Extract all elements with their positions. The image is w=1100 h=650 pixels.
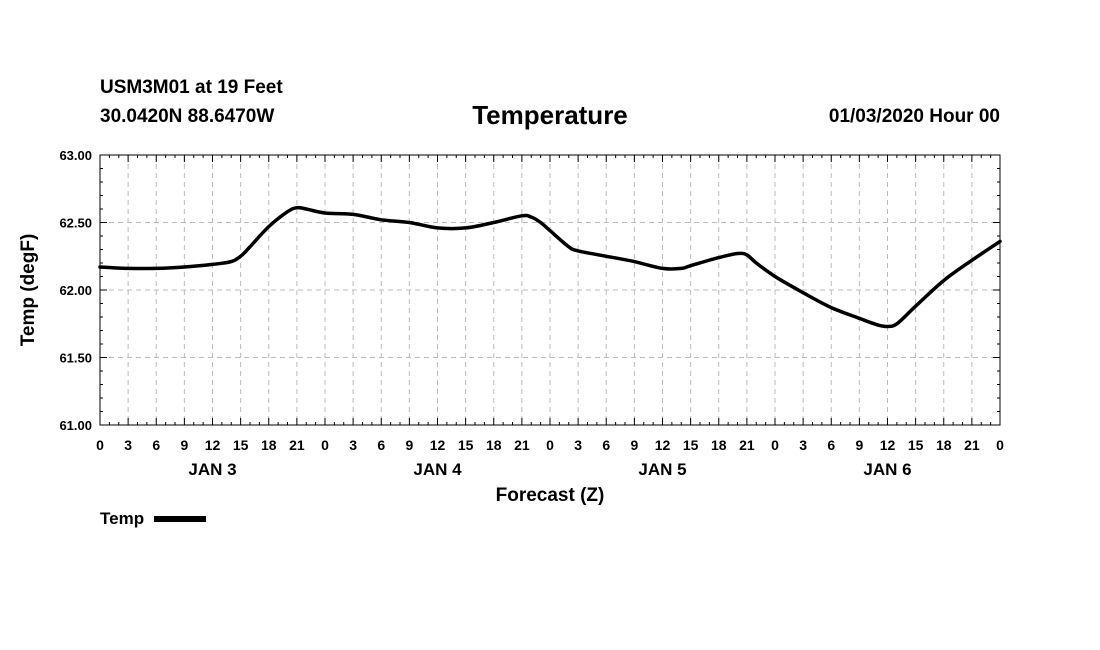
x-tick-label: 3 — [574, 437, 582, 453]
day-label: JAN 3 — [188, 460, 236, 479]
x-tick-label: 15 — [683, 437, 699, 453]
x-tick-label: 18 — [936, 437, 952, 453]
x-tick-label: 21 — [964, 437, 980, 453]
y-axis-title: Temp (degF) — [18, 234, 39, 347]
x-tick-label: 6 — [827, 437, 835, 453]
x-tick-label: 15 — [233, 437, 249, 453]
x-tick-label: 18 — [711, 437, 727, 453]
x-tick-label: 0 — [96, 437, 104, 453]
tick-layer — [99, 154, 1001, 426]
label-layer: 0 3 6 9 12 15 18 21 0 3 6 9 12 15 18 21 0 3 6 9 12 15 18 21 0 3 6 9… — [18, 148, 1004, 506]
x-axis-title: Forecast (Z) — [496, 485, 605, 506]
y-tick-label: 62.00 — [59, 283, 92, 298]
x-tick-label: 9 — [855, 437, 863, 453]
grid-layer — [100, 155, 1000, 425]
series-layer — [98, 205, 1002, 329]
forecast-timestamp: 01/03/2020 Hour 00 — [828, 106, 1000, 127]
x-tick-label: 6 — [602, 437, 610, 453]
x-tick-label: 15 — [908, 437, 924, 453]
x-tick-label: 12 — [205, 437, 221, 453]
x-tick-label: 18 — [486, 437, 502, 453]
x-tick-label: 0 — [996, 437, 1004, 453]
day-label: JAN 4 — [413, 460, 462, 479]
x-tick-label: 15 — [458, 437, 474, 453]
x-tick-label: 9 — [405, 437, 413, 453]
x-tick-label: 3 — [124, 437, 132, 453]
x-tick-label: 9 — [630, 437, 638, 453]
x-tick-label: 12 — [430, 437, 446, 453]
legend-line-swatch — [154, 516, 207, 522]
y-tick-label: 61.50 — [59, 351, 92, 366]
x-tick-label: 21 — [514, 437, 530, 453]
chart-title: Temperature — [472, 100, 628, 130]
x-tick-label: 21 — [739, 437, 755, 453]
x-tick-label: 3 — [799, 437, 807, 453]
x-tick-label: 3 — [349, 437, 357, 453]
series-line-temp — [98, 205, 1002, 329]
x-tick-label: 6 — [377, 437, 385, 453]
y-tick-label: 63.00 — [59, 148, 92, 163]
station-label: USM3M01 at 19 Feet — [100, 77, 283, 98]
x-tick-label: 6 — [152, 437, 160, 453]
x-tick-label: 0 — [546, 437, 554, 453]
station-coordinates: 30.0420N 88.6470W — [100, 106, 275, 127]
x-tick-label: 0 — [321, 437, 329, 453]
day-label: JAN 6 — [863, 460, 911, 479]
x-tick-label: 21 — [289, 437, 305, 453]
x-tick-label: 18 — [261, 437, 277, 453]
y-tick-label: 61.00 — [59, 418, 92, 433]
legend-label: Temp — [100, 509, 145, 528]
x-tick-label: 12 — [880, 437, 896, 453]
x-tick-label: 0 — [771, 437, 779, 453]
x-tick-label: 9 — [180, 437, 188, 453]
x-tick-label: 12 — [655, 437, 671, 453]
legend: Temp — [100, 509, 207, 529]
day-label: JAN 5 — [638, 460, 686, 479]
y-tick-label: 62.50 — [59, 216, 92, 231]
